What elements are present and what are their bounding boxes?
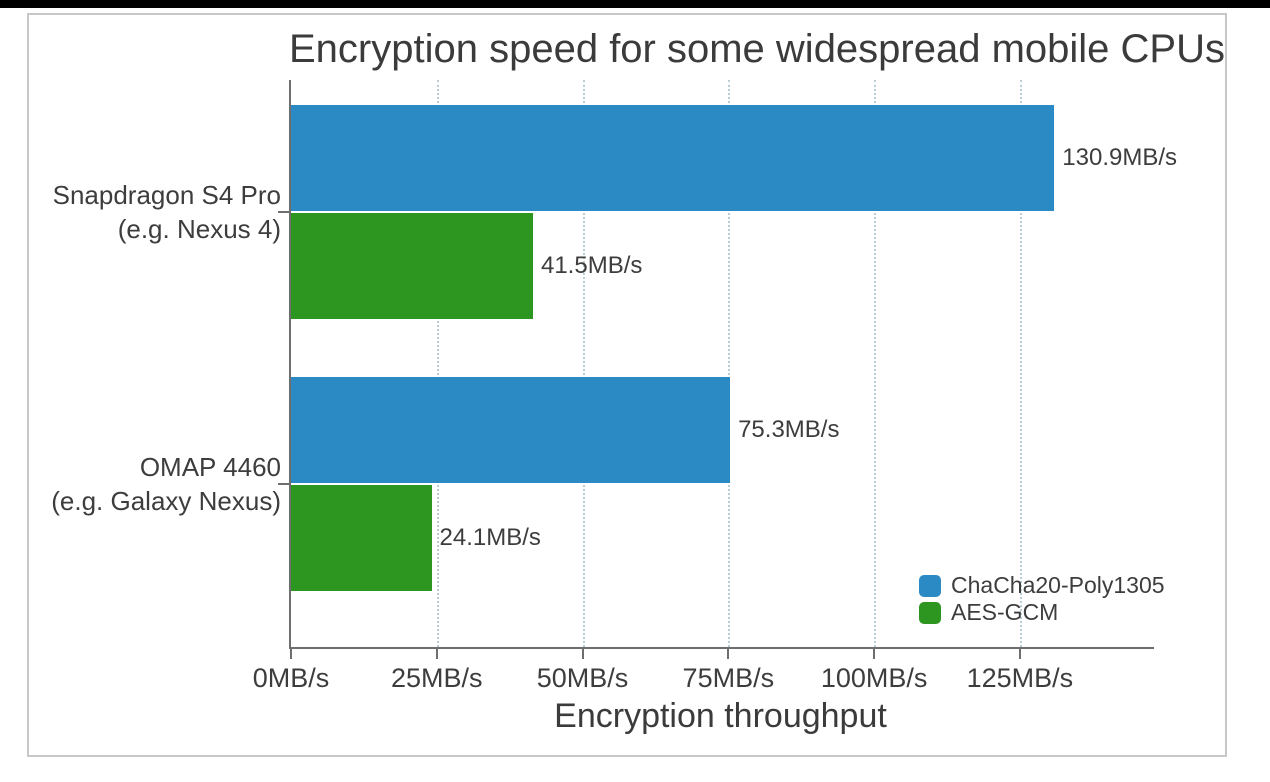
plot-area: ChaCha20-Poly1305 AES-GCM 130.9MB/s 41.5MB… <box>253 80 1177 693</box>
x-axis-tick <box>581 647 584 659</box>
gridline <box>436 80 439 647</box>
legend-swatch-icon <box>919 574 941 597</box>
x-axis-tick-label: 25MB/s <box>390 663 483 693</box>
x-axis-tick <box>727 647 730 659</box>
category-label: OMAP 4460 (e.g. Galaxy Nexus) <box>51 452 281 516</box>
category-label: Snapdragon S4 Pro (e.g. Nexus 4) <box>52 180 281 244</box>
chart-title: Encryption speed for some widespread mob… <box>289 27 1225 71</box>
x-axis-tick-label: 50MB/s <box>536 663 629 693</box>
legend: ChaCha20-Poly1305 AES-GCM <box>919 572 1165 626</box>
window-top-strip <box>0 0 1270 8</box>
x-axis-tick <box>873 647 876 659</box>
bar-value-label: 41.5MB/s <box>540 252 643 279</box>
x-axis-tick <box>1018 647 1021 659</box>
chart-frame: Encryption speed for some widespread mob… <box>27 13 1227 757</box>
gridline <box>728 80 731 647</box>
legend-swatch-icon <box>919 601 941 624</box>
legend-label: ChaCha20-Poly1305 <box>951 572 1165 598</box>
gridline <box>874 80 877 647</box>
x-axis-tick <box>435 647 438 659</box>
bar-chacha20-poly1305 <box>291 377 731 483</box>
y-axis-tick <box>278 211 290 213</box>
legend-row: AES-GCM <box>919 599 1165 626</box>
gridline <box>1019 80 1022 647</box>
x-axis-label: Encryption throughput <box>554 697 887 735</box>
legend-row: ChaCha20-Poly1305 <box>919 572 1165 599</box>
legend-label: AES-GCM <box>951 599 1059 625</box>
bar-chacha20-poly1305 <box>291 105 1055 211</box>
x-axis-tick-label: 100MB/s <box>820 663 928 693</box>
bar-aes-gcm <box>291 213 533 319</box>
bar-value-label: 75.3MB/s <box>738 416 840 443</box>
bar-aes-gcm <box>291 485 432 591</box>
bar-value-label: 24.1MB/s <box>439 524 541 551</box>
gridline <box>582 80 585 647</box>
x-axis-tick <box>290 647 292 659</box>
x-axis-tick-label: 125MB/s <box>966 663 1074 693</box>
x-axis-tick-label: 75MB/s <box>682 663 775 693</box>
x-axis-tick-label: 0MB/s <box>252 663 330 693</box>
bar-value-label: 130.9MB/s <box>1062 144 1178 171</box>
y-axis-tick <box>278 483 290 485</box>
